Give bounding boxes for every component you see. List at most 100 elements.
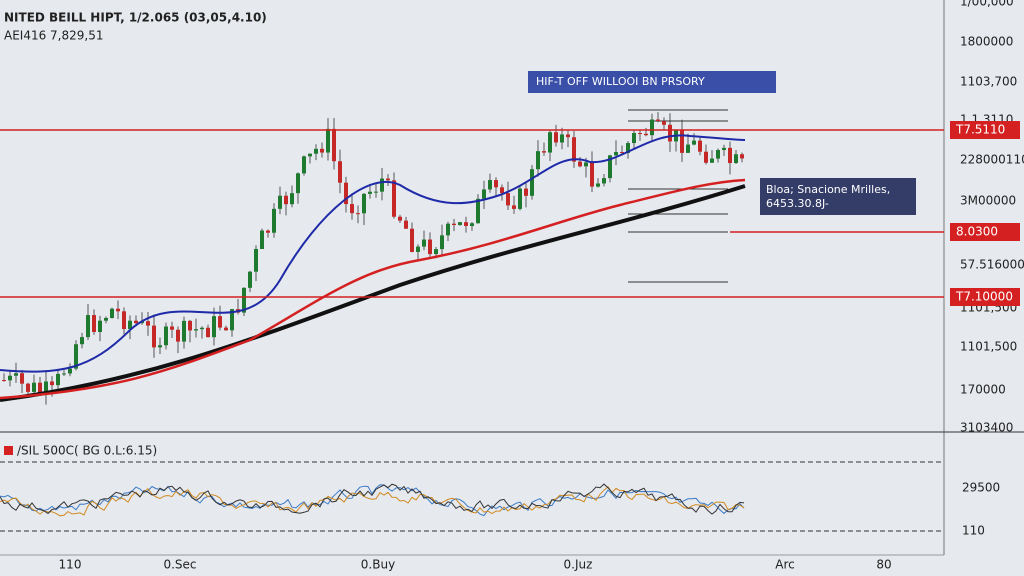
candle-body xyxy=(536,151,540,170)
candle-body xyxy=(416,246,420,252)
candle-body xyxy=(638,133,642,135)
candle-body xyxy=(284,195,288,205)
candle-body xyxy=(26,383,30,392)
candle-body xyxy=(8,375,12,381)
candle-body xyxy=(332,128,336,162)
candle-body xyxy=(212,316,216,338)
price-label: 57.516000 xyxy=(960,258,1024,272)
osc-icon xyxy=(4,446,13,455)
candle-body xyxy=(344,182,348,205)
price-label: 1800000 xyxy=(960,35,1013,49)
candle-body xyxy=(128,320,132,330)
price-axis: 1/00,00018000001103,7001.1.3110228000110… xyxy=(950,0,1024,435)
callout-text: HIF-T OFF WILLOOI BN PRSORY xyxy=(536,75,705,88)
candle-body xyxy=(254,248,258,272)
candle-body xyxy=(68,368,72,374)
candle-body xyxy=(452,223,456,226)
header-line: AEI416 7,829,51 xyxy=(4,29,104,43)
candle-body xyxy=(278,195,282,209)
candle-body xyxy=(374,191,378,193)
candle-body xyxy=(86,315,90,338)
candle-body xyxy=(194,329,198,331)
candle-body xyxy=(224,327,228,331)
level-lines xyxy=(628,109,728,283)
candle-body xyxy=(110,308,114,318)
time-label: 0.Sec xyxy=(163,558,196,572)
candle-body xyxy=(692,140,696,145)
candle-body xyxy=(434,249,438,255)
candle-body xyxy=(188,320,192,331)
candle-body xyxy=(410,228,414,252)
candle-body xyxy=(14,373,18,376)
candle-body xyxy=(704,151,708,163)
candle-body xyxy=(734,154,738,164)
candle-body xyxy=(626,143,630,153)
candle-body xyxy=(32,382,36,392)
price-label: 1101,500 xyxy=(960,340,1017,354)
candle-body xyxy=(2,380,6,381)
candle-body xyxy=(20,373,24,384)
candle-body xyxy=(38,382,42,393)
osc-title: /SIL 500C( BG 0.L:6.15) xyxy=(17,444,157,458)
candle-body xyxy=(356,213,360,215)
price-label: 170000 xyxy=(960,383,1006,397)
candle-body xyxy=(476,198,480,224)
price-tag xyxy=(950,223,1020,241)
candle-body xyxy=(170,326,174,330)
callout-text: Bloa; Snacione Mrilles, 6453.30.8J- xyxy=(766,183,890,210)
candle-body xyxy=(518,188,522,209)
candle-body xyxy=(650,119,654,136)
candle-body xyxy=(92,315,96,332)
candle-body xyxy=(260,230,264,249)
candle-body xyxy=(710,158,714,163)
price-label: 1103,700 xyxy=(960,75,1017,89)
candle-body xyxy=(62,373,66,375)
candle-body xyxy=(596,183,600,187)
candle-body xyxy=(464,222,468,226)
candle-body xyxy=(440,235,444,250)
candle-body xyxy=(494,180,498,188)
candle-body xyxy=(98,320,102,332)
price-tag-text: T7.10000 xyxy=(955,290,1013,304)
candle-body xyxy=(404,220,408,229)
candle-body xyxy=(326,128,330,153)
candle-body xyxy=(152,325,156,348)
candle-body xyxy=(248,271,252,288)
candle-body xyxy=(122,311,126,330)
candle-body xyxy=(566,134,570,138)
candle-body xyxy=(548,132,552,153)
candle-body xyxy=(590,162,594,187)
candle-body xyxy=(164,326,168,346)
candle-body xyxy=(266,230,270,233)
candle-body xyxy=(740,154,744,159)
osc-axis-label: 29500 xyxy=(962,481,1000,495)
candle-body xyxy=(620,152,624,154)
price-label: 3103400 xyxy=(960,421,1013,435)
candle-body xyxy=(392,180,396,217)
price-tag-text: 8.0300 xyxy=(956,225,998,239)
candles xyxy=(2,112,744,405)
price-label: 3M00000 xyxy=(960,194,1016,208)
time-label: 80 xyxy=(876,558,891,572)
candle-body xyxy=(578,161,582,167)
candle-body xyxy=(74,344,78,369)
candle-body xyxy=(362,193,366,214)
time-label: Arc xyxy=(775,558,794,572)
candle-body xyxy=(668,124,672,142)
oscillator-line xyxy=(0,484,745,517)
candle-body xyxy=(470,223,474,226)
oscillator-line xyxy=(0,483,745,515)
candle-body xyxy=(80,337,84,345)
candle-body xyxy=(512,205,516,209)
candle-body xyxy=(296,173,300,194)
header-line: NITED BEILL HIPT, 1/2.065 (03,05,4.10) xyxy=(4,11,267,25)
candle-body xyxy=(500,187,504,194)
candle-body xyxy=(506,193,510,206)
candle-body xyxy=(422,239,426,247)
ma-mid xyxy=(0,178,746,400)
candle-body xyxy=(350,204,354,214)
candle-body xyxy=(632,133,636,144)
candle-body xyxy=(554,132,558,143)
candle-body xyxy=(530,169,534,196)
